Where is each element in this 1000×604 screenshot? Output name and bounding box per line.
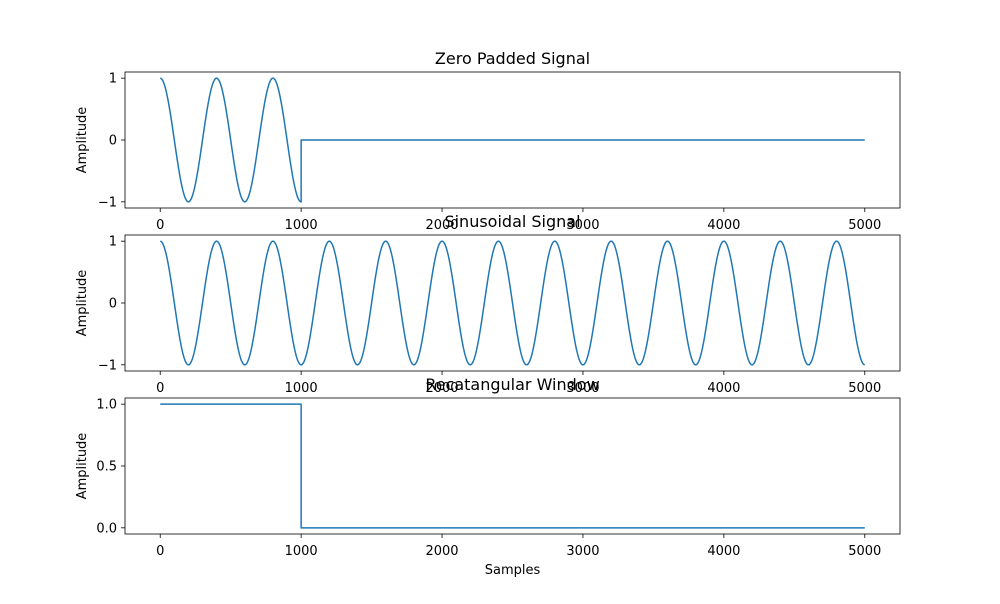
x-tick-label: 3000 — [566, 218, 599, 233]
y-tick-label: −1 — [98, 195, 117, 210]
x-tick-label: 4000 — [707, 218, 740, 233]
y-axis-label: Amplitude — [75, 433, 90, 500]
x-tick-label: 2000 — [425, 381, 458, 396]
y-tick-label: 0.0 — [96, 521, 117, 536]
y-tick-label: 1 — [109, 235, 117, 250]
plot-area-frame — [124, 397, 901, 535]
series-line — [160, 240, 865, 366]
y-tick-label: −1 — [98, 358, 117, 373]
y-tick-label: 0.5 — [96, 460, 117, 475]
x-axis-label: Samples — [485, 563, 541, 578]
x-tick-label: 2000 — [425, 544, 458, 559]
x-tick-label: 2000 — [425, 218, 458, 233]
x-tick-label: 1000 — [285, 218, 318, 233]
x-tick-label: 5000 — [848, 381, 881, 396]
chart-title: Zero Padded Signal — [435, 49, 590, 68]
x-tick-label: 3000 — [566, 544, 599, 559]
series-line — [160, 403, 865, 529]
series-line — [160, 77, 865, 203]
x-tick-label: 0 — [156, 544, 164, 559]
x-tick-label: 4000 — [707, 381, 740, 396]
y-tick-label: 0 — [109, 297, 117, 312]
x-tick-label: 4000 — [707, 544, 740, 559]
panel-rectangular-window: Amplitude Samples 0 1000 2000 3000 4000 5000 0… — [75, 397, 901, 578]
x-tick-label: 3000 — [566, 381, 599, 396]
x-tick-label: 1000 — [285, 544, 318, 559]
x-tick-label: 5000 — [848, 218, 881, 233]
panel-sinusoidal-signal: Amplitude 0 1000 2000 3000 4000 5000 −1 0 1 — [75, 234, 901, 396]
panel-zero-padded-signal: Amplitude 0 1000 2000 3000 4000 5000 −1 0 1 — [75, 71, 901, 233]
x-tick-label: 0 — [156, 218, 164, 233]
x-tick-label: 5000 — [848, 544, 881, 559]
x-tick-label: 0 — [156, 381, 164, 396]
y-axis-label: Amplitude — [75, 270, 90, 337]
y-axis-label: Amplitude — [75, 107, 90, 174]
chart-title: Sinusoidal Signal — [444, 212, 580, 231]
x-tick-label: 1000 — [285, 381, 318, 396]
y-tick-label: 0 — [109, 134, 117, 149]
y-tick-label: 1.0 — [96, 398, 117, 413]
y-tick-label: 1 — [109, 72, 117, 87]
chart-title: Recatangular Window — [425, 375, 599, 394]
